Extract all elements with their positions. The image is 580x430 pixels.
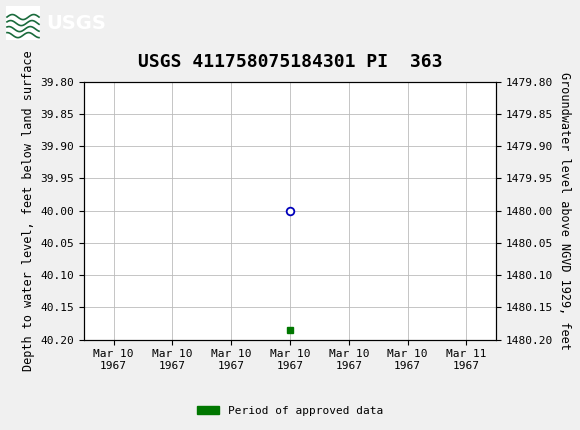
Text: USGS: USGS [46,14,106,33]
Legend: Period of approved data: Period of approved data [193,401,387,420]
Y-axis label: Depth to water level, feet below land surface: Depth to water level, feet below land su… [22,50,35,371]
FancyBboxPatch shape [6,6,40,40]
Text: USGS 411758075184301 PI  363: USGS 411758075184301 PI 363 [138,53,442,71]
Y-axis label: Groundwater level above NGVD 1929, feet: Groundwater level above NGVD 1929, feet [559,72,571,350]
